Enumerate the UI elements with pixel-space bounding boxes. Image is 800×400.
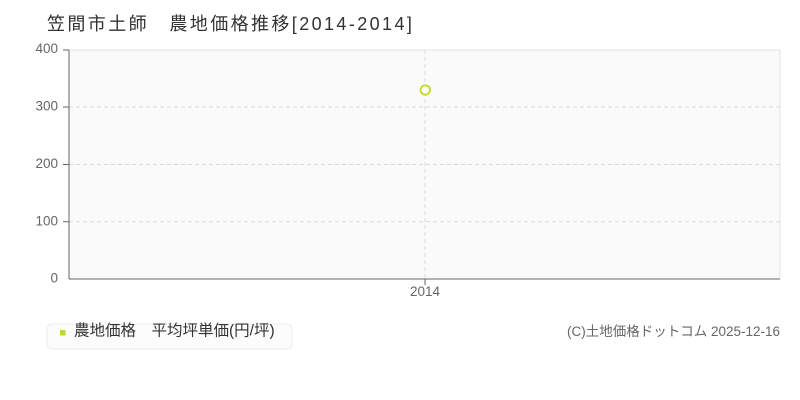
svg-text:400: 400 [35,41,58,56]
svg-text:(C)土地価格ドットコム 2025-12-16: (C)土地価格ドットコム 2025-12-16 [567,324,780,339]
svg-text:200: 200 [35,156,58,171]
svg-text:0: 0 [50,271,58,286]
svg-text:300: 300 [35,99,58,114]
svg-text:農地価格 平均坪単価(円/坪): 農地価格 平均坪単価(円/坪) [74,322,275,340]
svg-text:2014: 2014 [410,284,441,299]
svg-text:100: 100 [35,213,58,228]
